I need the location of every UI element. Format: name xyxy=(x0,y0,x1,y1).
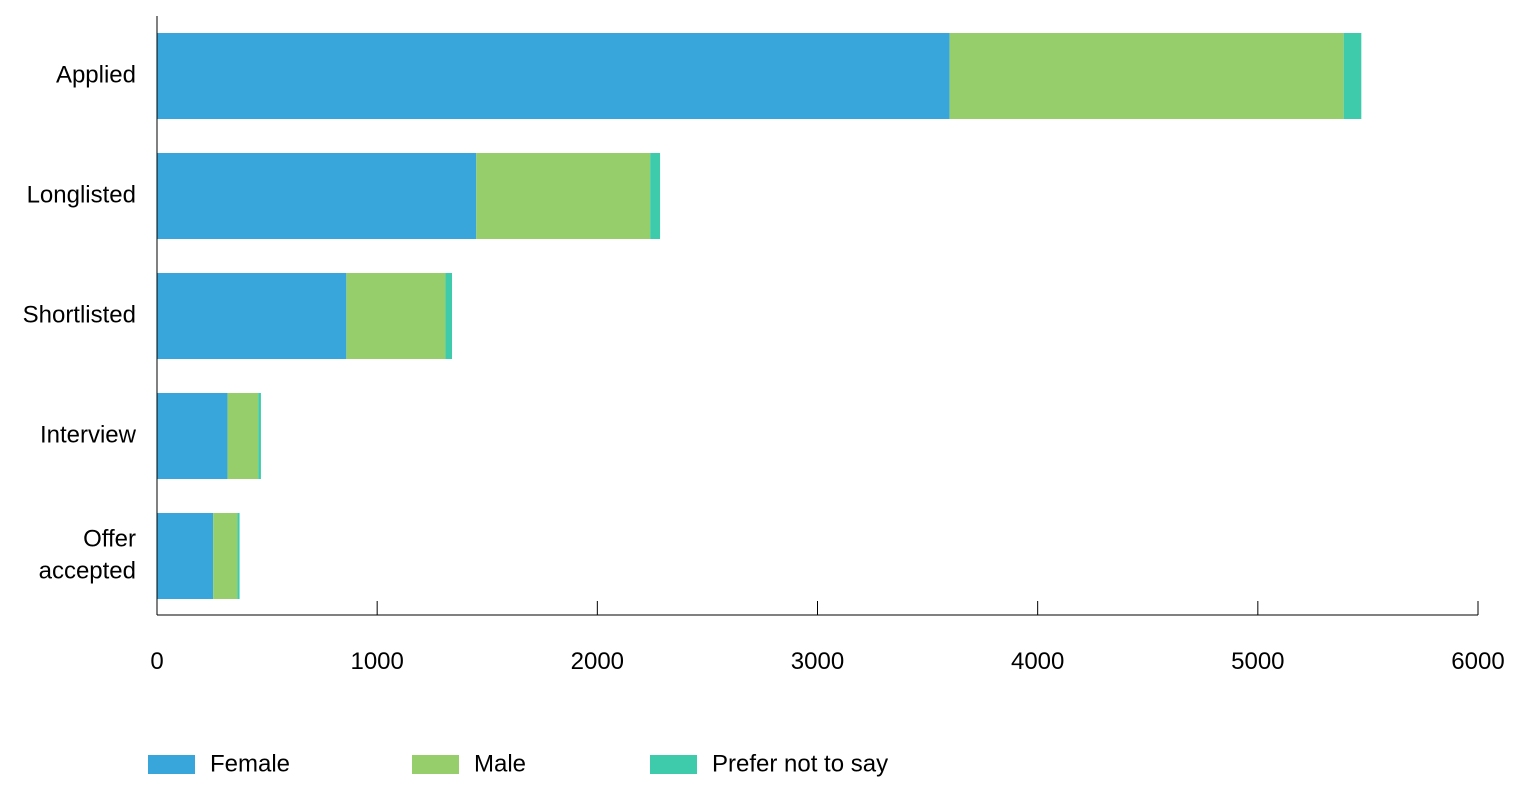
x-tick-label-2000: 2000 xyxy=(571,648,624,675)
legend-swatch-female xyxy=(148,755,195,774)
category-label-shortlisted: Shortlisted xyxy=(23,301,136,328)
bar-prefer-not-to-say-applied xyxy=(1343,33,1362,119)
x-tick-label-3000: 3000 xyxy=(791,648,844,675)
legend-swatch-prefer-not-to-say xyxy=(650,755,697,774)
category-label-line: accepted xyxy=(39,557,136,584)
legend-swatch-male xyxy=(412,755,459,774)
bar-prefer-not-to-say-offer-accepted xyxy=(237,513,240,599)
legend-label-prefer-not-to-say: Prefer not to say xyxy=(712,750,888,777)
x-tick-label-1000: 1000 xyxy=(350,648,403,675)
legend-label-female: Female xyxy=(210,750,290,777)
bar-prefer-not-to-say-interview xyxy=(258,393,261,479)
bar-male-interview xyxy=(227,393,259,479)
bar-male-shortlisted xyxy=(346,273,446,359)
category-label-line: Offer xyxy=(83,525,136,552)
x-tick-label-5000: 5000 xyxy=(1231,648,1284,675)
category-label-longlisted: Longlisted xyxy=(27,181,136,208)
axes-group xyxy=(156,16,1479,616)
bar-female-interview xyxy=(157,393,228,479)
bar-female-longlisted xyxy=(157,153,477,239)
legend: Female Male Prefer not to say xyxy=(148,750,888,777)
x-tick-label-0: 0 xyxy=(150,648,163,675)
bar-prefer-not-to-say-shortlisted xyxy=(445,273,453,359)
bar-prefer-not-to-say-longlisted xyxy=(650,153,661,239)
bar-female-applied xyxy=(157,33,950,119)
x-tick-label-4000: 4000 xyxy=(1011,648,1064,675)
category-labels: Applied Longlisted Shortlisted Interview Off… xyxy=(23,61,137,584)
bar-female-shortlisted xyxy=(157,273,347,359)
category-label-line: Applied xyxy=(56,61,136,88)
category-label-interview: Interview xyxy=(40,421,137,448)
category-label-applied: Applied xyxy=(56,61,136,88)
category-label-line: Interview xyxy=(40,421,137,448)
bar-male-longlisted xyxy=(476,153,651,239)
bars-group xyxy=(157,33,1362,599)
x-tick-label-6000: 6000 xyxy=(1451,648,1504,675)
bar-male-applied xyxy=(949,33,1344,119)
x-tick-labels: 0 1000 2000 3000 4000 5000 6000 xyxy=(150,648,1504,675)
legend-label-male: Male xyxy=(474,750,526,777)
category-label-offer-accepted: Offer accepted xyxy=(39,525,136,584)
bar-female-offer-accepted xyxy=(157,513,214,599)
bar-male-offer-accepted xyxy=(213,513,238,599)
category-label-line: Shortlisted xyxy=(23,301,136,328)
category-label-line: Longlisted xyxy=(27,181,136,208)
